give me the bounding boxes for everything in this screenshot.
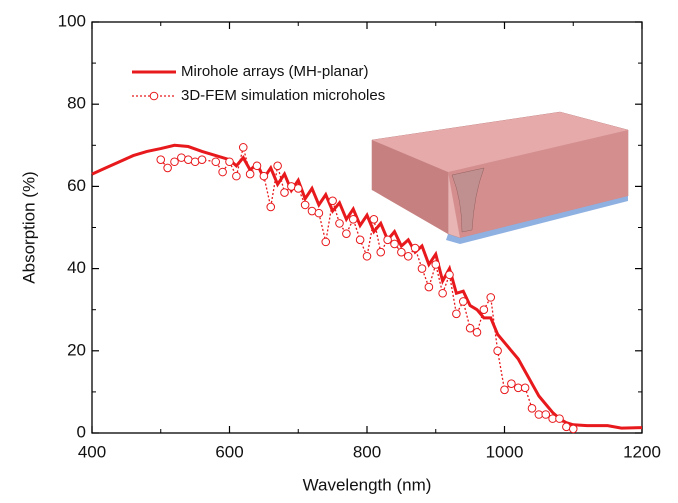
- data-point: [348, 214, 358, 224]
- data-point: [520, 383, 530, 393]
- x-axis-label: Wavelength (nm): [303, 475, 432, 494]
- data-point: [342, 229, 351, 238]
- data-point: [541, 410, 551, 419]
- data-point: [328, 196, 337, 206]
- data-point: [232, 171, 241, 181]
- x-tick-label: 800: [353, 442, 381, 461]
- data-point: [252, 161, 262, 171]
- y-tick-label: 100: [58, 11, 86, 30]
- data-point: [163, 163, 172, 173]
- data-point: [273, 161, 282, 171]
- y-tick-label: 40: [67, 258, 86, 277]
- data-point: [300, 200, 310, 210]
- data-point: [362, 251, 372, 261]
- data-point: [452, 309, 461, 319]
- data-point: [314, 208, 324, 218]
- data-point: [397, 247, 406, 257]
- legend-label: 3D-FEM simulation microholes: [181, 87, 385, 104]
- y-axis-label: Absorption (%): [19, 171, 38, 283]
- series-line: [91, 143, 643, 430]
- data-point: [280, 188, 289, 197]
- data-point: [259, 171, 269, 181]
- y-tick-label: 60: [67, 176, 86, 195]
- data-point: [568, 424, 578, 434]
- y-tick-label: 0: [77, 422, 86, 441]
- data-point: [486, 293, 496, 302]
- x-tick-label: 600: [215, 442, 243, 461]
- data-point: [500, 385, 509, 395]
- x-tick-label: 1000: [486, 442, 524, 461]
- data-point: [355, 235, 365, 245]
- data-point: [431, 260, 441, 269]
- data-point: [472, 328, 482, 337]
- data-point: [335, 219, 344, 228]
- legend-label: Mirohole arrays (MH-planar): [181, 63, 369, 80]
- legend-marker: [149, 91, 159, 101]
- data-point: [245, 169, 255, 179]
- data-point: [555, 414, 564, 423]
- data-point: [424, 282, 434, 292]
- data-point: [479, 305, 489, 315]
- data-point: [238, 143, 248, 152]
- x-tick-label: 1200: [623, 442, 661, 461]
- data-point: [465, 323, 475, 333]
- data-point: [527, 404, 537, 413]
- data-point: [376, 247, 386, 257]
- data-point: [170, 157, 179, 167]
- y-tick-label: 20: [67, 340, 86, 359]
- data-point: [369, 214, 379, 224]
- data-point: [410, 243, 420, 253]
- inset-image: [371, 111, 629, 244]
- data-point: [493, 346, 502, 356]
- data-point: [383, 235, 392, 245]
- data-point: [445, 270, 454, 280]
- data-point: [156, 155, 166, 164]
- data-point: [225, 157, 234, 167]
- plot-frame: [91, 21, 643, 434]
- data-point: [390, 239, 399, 249]
- y-tick-label: 80: [67, 94, 86, 113]
- data-point: [438, 288, 447, 298]
- data-point: [458, 297, 468, 306]
- data-point: [197, 155, 207, 164]
- data-point: [293, 184, 303, 193]
- data-point: [403, 251, 413, 261]
- data-point: [417, 264, 427, 273]
- data-point: [211, 157, 221, 167]
- x-tick-label: 400: [78, 442, 106, 461]
- data-point: [218, 167, 227, 177]
- data-point: [321, 237, 331, 247]
- data-point: [266, 202, 276, 212]
- data-point: [507, 379, 516, 388]
